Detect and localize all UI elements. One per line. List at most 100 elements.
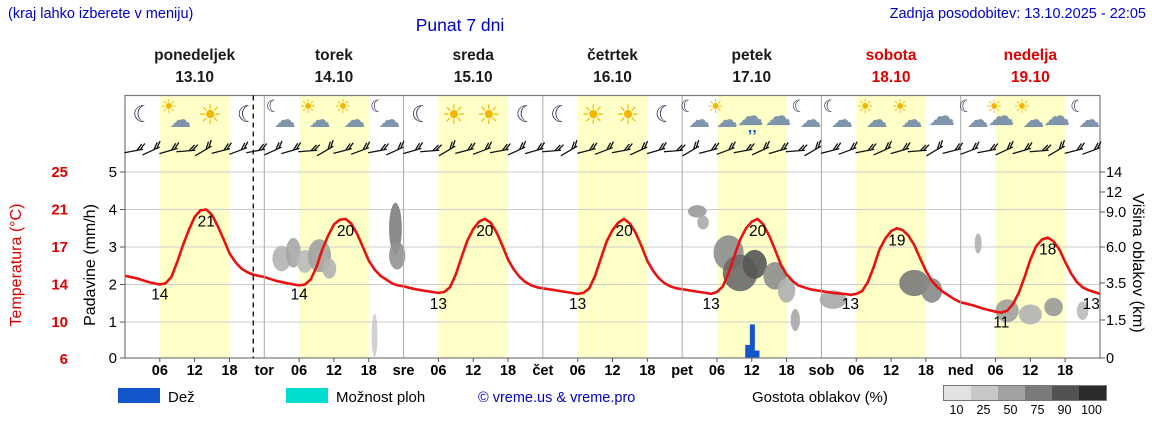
wind-barb <box>820 142 842 154</box>
day-name: nedelja <box>1003 47 1058 64</box>
hour-tick-label: 18 <box>221 363 237 379</box>
wind-barb <box>733 143 755 154</box>
density-swatch-50 <box>998 386 1025 400</box>
wind-barb <box>472 141 493 155</box>
wind-barb <box>194 139 212 157</box>
cloud-height-tick-label: 9.0 <box>1106 205 1126 221</box>
day-date: 16.10 <box>593 69 632 86</box>
cloud-layer <box>1076 301 1089 320</box>
cloud-layer <box>819 290 847 309</box>
rain-bar <box>745 344 751 358</box>
cloud-height-tick-label: 0 <box>1106 351 1114 367</box>
day-name: četrtek <box>587 47 638 64</box>
temp-tick-label: 10 <box>51 314 68 331</box>
wind-barb <box>855 143 877 154</box>
hour-tick-label: 12 <box>883 363 899 379</box>
temp-tick-label: 21 <box>51 202 68 219</box>
wind-barb <box>977 143 999 154</box>
precip-tick-label: 0 <box>109 350 117 367</box>
wind-barb <box>281 142 302 155</box>
location-hint[interactable]: (kraj lahko izberete v meniju) <box>8 6 194 22</box>
day-abbrev-label: ned <box>948 363 974 379</box>
hour-tick-label: 06 <box>848 363 864 379</box>
temp-max-label: 18 <box>1039 242 1056 259</box>
hour-tick-label: 12 <box>187 363 203 379</box>
temp-max-label: 20 <box>749 223 767 240</box>
cloud-layer <box>974 233 982 254</box>
wind-barb <box>159 142 180 155</box>
cloud-layer <box>790 309 800 331</box>
hour-tick-label: 12 <box>465 363 481 379</box>
day-date: 14.10 <box>314 69 354 86</box>
daytime-band <box>856 95 926 358</box>
hour-tick-label: 18 <box>1057 363 1073 379</box>
wind-barb <box>1082 141 1102 155</box>
day-abbrev-label: čet <box>532 363 553 379</box>
hour-tick-label: 18 <box>779 363 795 379</box>
wind-barb <box>942 142 964 154</box>
hour-tick-label: 18 <box>639 363 655 379</box>
wind-barb <box>804 139 822 157</box>
copyright-link[interactable]: © vreme.us & vreme.pro <box>478 390 636 406</box>
showers-legend-label: Možnost ploh <box>336 389 426 406</box>
wind-barb <box>403 142 424 155</box>
wind-barb <box>785 144 808 153</box>
wind-barb <box>663 144 686 153</box>
temp-min-label: 13 <box>569 296 586 313</box>
wind-barb <box>890 142 911 155</box>
wind-barb <box>751 140 771 156</box>
density-swatch-100 <box>1079 386 1106 400</box>
wind-barb <box>142 140 161 156</box>
wind-barb <box>455 142 476 154</box>
hour-tick-label: 06 <box>987 363 1003 379</box>
rain-bar <box>754 350 760 358</box>
density-label-25: 25 <box>976 403 991 417</box>
hour-tick-label: 18 <box>918 363 934 379</box>
cloud-layer <box>921 278 943 303</box>
cloud-layer <box>322 258 337 279</box>
cloud-layer <box>687 205 707 218</box>
day-abbrev-label: pet <box>671 363 693 379</box>
cloud-layer <box>742 249 767 279</box>
daytime-band <box>438 95 509 358</box>
cloud-layer <box>697 215 709 230</box>
temp-max-label: 20 <box>337 223 355 240</box>
density-swatch-10 <box>944 386 971 400</box>
temp-min-label: 13 <box>703 296 720 313</box>
temp-min-label: 13 <box>842 296 859 313</box>
hour-tick-label: 12 <box>604 363 620 379</box>
wind-barb <box>246 143 268 154</box>
wind-barb <box>594 141 615 155</box>
cloud-layer <box>389 241 406 270</box>
daytime-band <box>577 95 648 358</box>
precip-tick-label: 1 <box>109 314 117 331</box>
wind-barb <box>124 143 146 154</box>
precip-tick-label: 5 <box>109 164 117 181</box>
hour-tick-label: 06 <box>152 363 168 379</box>
cloud-layer <box>777 278 796 303</box>
hour-tick-label: 18 <box>361 363 377 379</box>
wind-barb <box>907 144 930 153</box>
wind-barb <box>995 140 1014 156</box>
wind-barb <box>420 144 443 153</box>
temp-tick-label: 6 <box>60 351 68 368</box>
precip-tick-label: 4 <box>109 202 117 219</box>
cloud-layer <box>1044 297 1063 317</box>
day-name: ponedeljek <box>154 47 236 64</box>
wind-barb <box>524 142 546 155</box>
wind-barb <box>716 141 736 155</box>
cloud-density-scale <box>943 385 1107 401</box>
cloud-height-tick-label: 14 <box>1106 165 1122 181</box>
wind-barb <box>1064 142 1086 154</box>
density-swatch-25 <box>971 386 998 400</box>
day-name: sreda <box>452 47 494 64</box>
temperature-curve <box>124 208 1101 314</box>
cloud-height-tick-label: 12 <box>1106 185 1122 201</box>
wind-barb <box>211 142 232 154</box>
temp-tick-label: 14 <box>51 277 68 294</box>
wind-barb <box>368 143 390 154</box>
density-label-100: 100 <box>1081 403 1102 417</box>
showers-legend-swatch <box>286 388 328 403</box>
wind-barb <box>629 140 649 156</box>
